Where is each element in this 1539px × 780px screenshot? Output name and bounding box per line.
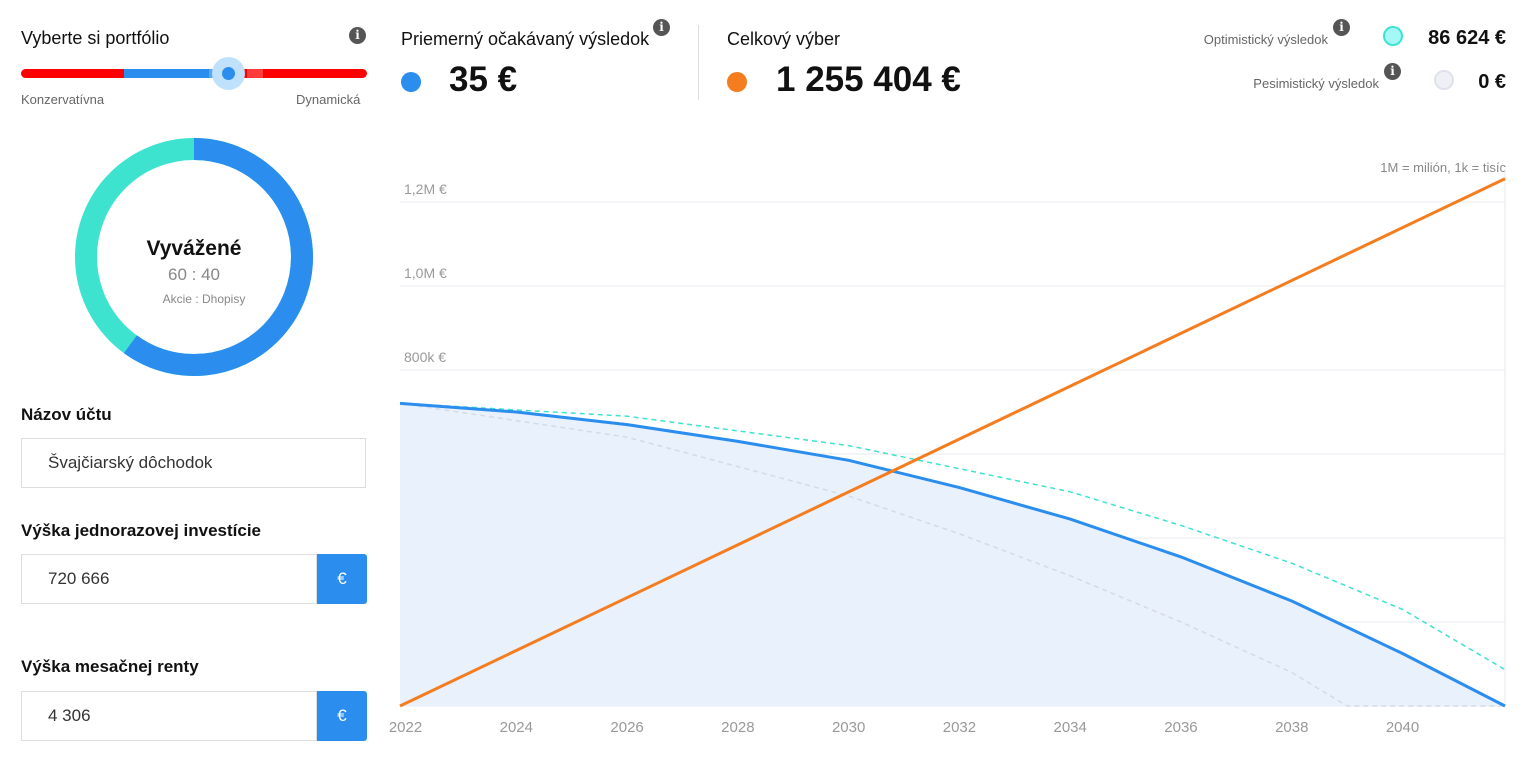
x-tick-label: 2034: [1054, 719, 1087, 736]
pessimistic-label: Pesimistický výsledok: [1253, 76, 1379, 91]
x-tick-label: 2032: [943, 719, 976, 736]
rent-input[interactable]: 4 306: [21, 691, 317, 741]
info-icon[interactable]: i: [349, 27, 366, 44]
y-tick-label: 1,2M €: [404, 181, 447, 197]
slider-max-label: Dynamická: [296, 92, 361, 107]
optimistic-label: Optimistický výsledok: [1203, 32, 1328, 47]
avg-result-value: 35 €: [449, 60, 518, 99]
x-tick-label: 2030: [832, 719, 865, 736]
total-value: 1 255 404 €: [776, 60, 961, 99]
x-tick-label: 2026: [610, 719, 643, 736]
ratio-legend: Akcie : Dhopisy: [162, 292, 246, 306]
slider-min-label: Konzervatívna: [21, 92, 105, 107]
series-line-pessimistic: [399, 402, 1505, 707]
units-note: 1M = milión, 1k = tisíc: [1380, 160, 1506, 175]
series-line-optimistic: [399, 402, 1506, 671]
x-tick-label: 2028: [721, 719, 754, 736]
divider: [698, 25, 699, 100]
portfolio-name: Vyvážené: [146, 237, 242, 260]
x-tick-label: 2024: [500, 719, 533, 736]
avg-dot-icon: [401, 72, 421, 92]
series-line-average: [399, 401, 1506, 708]
x-tick-label: 2038: [1275, 719, 1308, 736]
pessimistic-toggle[interactable]: [1434, 70, 1454, 90]
investment-input[interactable]: 720 666: [21, 554, 317, 604]
pessimistic-value: 0 €: [1478, 71, 1506, 93]
account-label: Názov účtu: [21, 405, 112, 424]
stocks-arc: [75, 138, 313, 376]
avg-result-label: Priemerný očakávaný výsledok: [401, 29, 650, 49]
x-tick-label: 2036: [1164, 719, 1197, 736]
info-icon[interactable]: i: [1333, 19, 1350, 36]
slider-handle[interactable]: [212, 57, 245, 90]
y-tick-label: 800k €: [404, 349, 446, 365]
x-tick-label: 2040: [1386, 719, 1419, 736]
total-label: Celkový výber: [727, 29, 841, 49]
projection-chart: 0,0 €200k €400k €600k €800k €1,0M €1,2M …: [389, 170, 1506, 736]
rent-currency-button[interactable]: €: [317, 691, 367, 741]
portfolio-ratio: 60 : 40: [168, 265, 220, 284]
portfolio-title: Vyberte si portfólio: [21, 28, 170, 48]
investment-label: Výška jednorazovej investície: [21, 521, 262, 540]
optimistic-toggle[interactable]: [1383, 26, 1403, 46]
series-line-total: [399, 177, 1506, 708]
info-icon[interactable]: i: [1384, 63, 1401, 80]
rent-label: Výška mesačnej renty: [21, 657, 199, 676]
info-icon[interactable]: i: [653, 19, 670, 36]
x-tick-label: 2022: [389, 719, 422, 736]
account-name-input[interactable]: Švajčiarský dôchodok: [21, 438, 366, 488]
y-tick-label: 1,0M €: [404, 265, 447, 281]
portfolio-slider[interactable]: [21, 57, 367, 90]
investment-currency-button[interactable]: €: [317, 554, 367, 604]
average-area: [400, 403, 1505, 706]
total-dot-icon: [727, 72, 747, 92]
optimistic-value: 86 624 €: [1428, 27, 1506, 49]
allocation-donut: [75, 138, 313, 376]
